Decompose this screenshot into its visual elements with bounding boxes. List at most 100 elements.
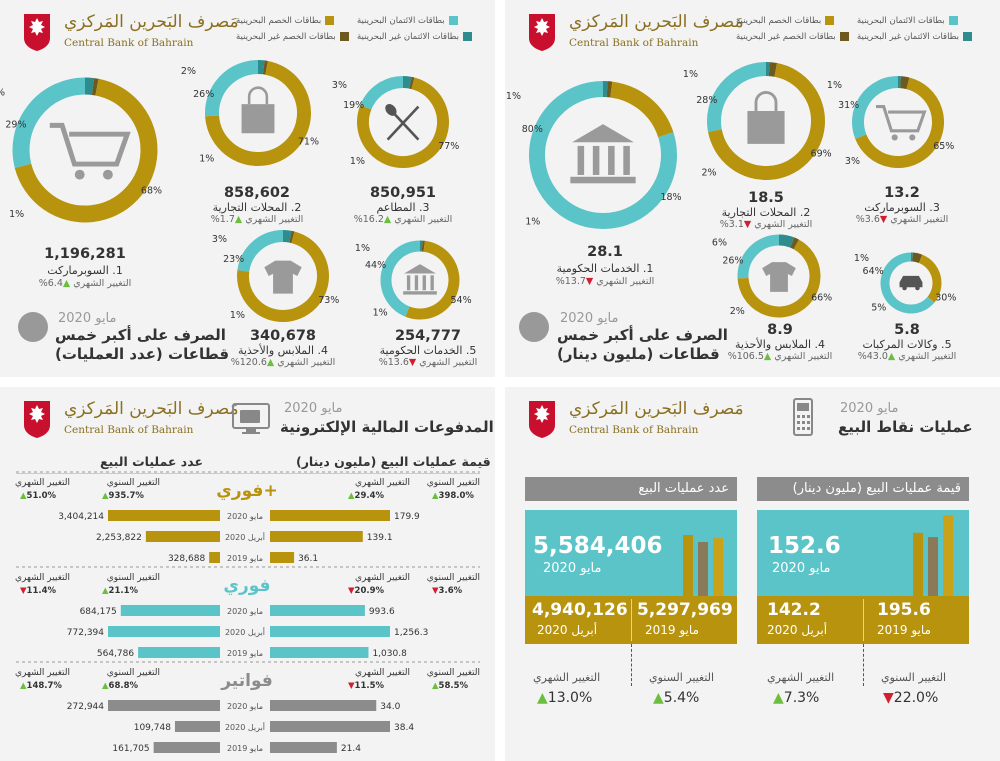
group-2-value-bar-1 (270, 721, 390, 732)
count-april-period: أبريل 2020 (537, 623, 598, 637)
group-0-count-bar-1 (145, 531, 220, 542)
logo-english: Central Bank of Bahrain (64, 424, 194, 436)
legend-local-debit: بطاقات الخصم البحرينية (736, 16, 835, 26)
group-1-value-monthly: ▼20.9% (348, 586, 385, 596)
group-2-value-label-1: 38.4 (394, 723, 414, 733)
group-1-count-yearly: ▲21.1% (102, 586, 139, 596)
group-0-value-yearly: ▲398.0% (432, 491, 474, 501)
value-yearly-change: ▼22.0% (883, 690, 939, 706)
legend-local-debit: بطاقات الخصم البحرينية (236, 16, 335, 26)
header-rule (16, 473, 480, 474)
group-0-count-bar-2 (209, 552, 220, 563)
group-1-value-monthly-label: التغيير الشهري (355, 573, 410, 583)
group-1-count-monthly-label: التغيير الشهري (15, 573, 70, 583)
bahrain-shield-icon (529, 14, 555, 51)
donut-tr5-label-teal: 64% (863, 266, 884, 277)
panel-pos-transactions: مَصرف البَحرين المَركزي Central Bank of … (505, 387, 1000, 761)
count-may2019-value: 5,297,969 (637, 600, 733, 620)
sector-1-value: 1,196,281 (44, 246, 126, 262)
donut-tl2-slice-teal (205, 60, 259, 117)
group-2-count-yearly-label: التغيير السنوي (107, 668, 160, 678)
donut-tl4-slice-dark-teal (282, 230, 292, 243)
logo-english: Central Bank of Bahrain (569, 424, 699, 436)
donut-tl1-label-teal: 29% (5, 120, 26, 131)
donut-tl5-label-dark-teal: 1% (355, 243, 370, 254)
group-0-value-yearly-label: التغيير السنوي (427, 478, 480, 488)
group-0-count-label-1: 2,253,822 (96, 533, 142, 543)
donut-tl3-slice-teal (360, 76, 404, 110)
donut-tr3-label-teal: 31% (838, 100, 859, 111)
group-1-count-bar-0 (120, 605, 220, 616)
section-title-line2: قطاعات (عدد العمليات) (55, 345, 230, 363)
sector-4-value: 8.9 (767, 322, 793, 338)
sector-5-value: 5.8 (894, 322, 920, 338)
group-1-count-label-0: 684,175 (80, 607, 117, 617)
group-0-period-2: مايو 2019 (227, 554, 263, 563)
donut-tr1-label-gold: 18% (660, 192, 681, 203)
bar-chart-payments: فوري+ التغيير السنوي التغيير الشهري التغيير… (15, 471, 480, 754)
sector-3-name: 3. السوبرماركت (864, 201, 940, 214)
donut-tl3-label-dark-teal: 3% (332, 80, 347, 91)
count-monthly-change: ▲13.0% (537, 690, 593, 706)
donut-tr2-slice-teal (707, 62, 767, 133)
group-1-value-label-0: 993.6 (369, 607, 395, 617)
group-2-count-label-0: 272,944 (67, 702, 104, 712)
panel-sectors-count: مَصرف البَحرين المَركزي Central Bank of … (0, 0, 495, 377)
donut-tl4-label-dark-teal: 3% (212, 234, 227, 245)
donut-tr4-slice-dark-teal (778, 234, 795, 248)
group-2-count-yearly: ▲68.8% (102, 681, 139, 691)
count-main-period: مايو 2020 (543, 561, 602, 576)
svg-br-value-bar-1 (928, 537, 938, 596)
donut-tr3-label-dark-teal: 1% (827, 80, 842, 91)
donut-tl4-label-gold: 73% (318, 295, 339, 306)
group-0-count-monthly-label: التغيير الشهري (15, 478, 70, 488)
donut-tr4-slice-teal (737, 234, 780, 279)
donut-tl4-slice-dark-gold (289, 230, 295, 244)
group-2-value-monthly-label: التغيير الشهري (355, 668, 410, 678)
section-title: المدفوعات المالية الإلكترونية (280, 418, 494, 436)
donut-tl5-label-teal: 44% (365, 260, 386, 271)
svg-br-value-bar-2 (943, 515, 953, 596)
donut-tl5-label-gold: 54% (451, 295, 472, 306)
donut-tl3-slice-dark-teal (402, 76, 412, 89)
logo-arabic: مَصرف البَحرين المَركزي (64, 399, 239, 419)
shopping-bag-icon (747, 90, 785, 144)
shopping-bag-icon (241, 86, 275, 134)
bahrain-shield-icon (24, 401, 50, 438)
sector-2-name: 2. المحلات التجارية (721, 206, 811, 219)
group-2-count-monthly-label: التغيير الشهري (15, 668, 70, 678)
count-box-divider (631, 599, 632, 641)
donut-tl3-slice-gold (357, 77, 449, 168)
group-2-value-label-0: 34.0 (380, 702, 400, 712)
group-1-count-monthly: ▼11.4% (20, 586, 57, 596)
government-building-icon (403, 264, 437, 295)
group-2-count-bar-2 (153, 742, 220, 753)
value-may2019-period: مايو 2019 (877, 623, 931, 637)
donut-tr5-slice-gold (918, 254, 942, 303)
group-0-count-monthly: ▲51.0% (20, 491, 57, 501)
donut-tr5-slice-teal (880, 252, 935, 314)
count-connector (631, 644, 632, 686)
donut-tr4-label-gold: 66% (811, 292, 832, 303)
value-monthly-label: التغيير الشهري (767, 671, 835, 684)
donut-tr1-label-dark-teal: 1% (506, 91, 521, 102)
sector-1-name: 1. الخدمات الحكومية (556, 262, 654, 275)
donut-tl2-label-dark-teal: 2% (181, 66, 196, 77)
donut-tr4-label-dark-gold: 2% (730, 306, 745, 317)
group-2-period-2: مايو 2019 (227, 744, 263, 753)
pos-terminal-icon (793, 398, 813, 436)
car-icon (899, 275, 923, 291)
sector-5-name: 5. الخدمات الحكومية (379, 344, 477, 357)
sector-4-name: 4. الملابس والأحذية (734, 338, 826, 351)
sector-4-value: 340,678 (249, 328, 317, 344)
donut-tl2-label-gold: 71% (298, 136, 319, 147)
donut-tr2-slice-dark-gold (768, 62, 778, 77)
donut-charts-value: 18% 80% 1% 1% 69% 28% 1% 2% 65% 31% 1% 3% 66% 26% 6% 2%… (506, 62, 956, 318)
sector-5-value: 254,777 (394, 328, 462, 344)
count-box-header: عدد عمليات البيع (525, 477, 737, 501)
group-2-count-label-1: 109,748 (134, 723, 171, 733)
donut-tr3-slice-teal (852, 76, 899, 139)
group-0-value-bar-1 (270, 531, 363, 542)
group-1-period-1: أبريل 2020 (225, 627, 265, 637)
group-0-count-label-2: 328,688 (168, 554, 205, 564)
